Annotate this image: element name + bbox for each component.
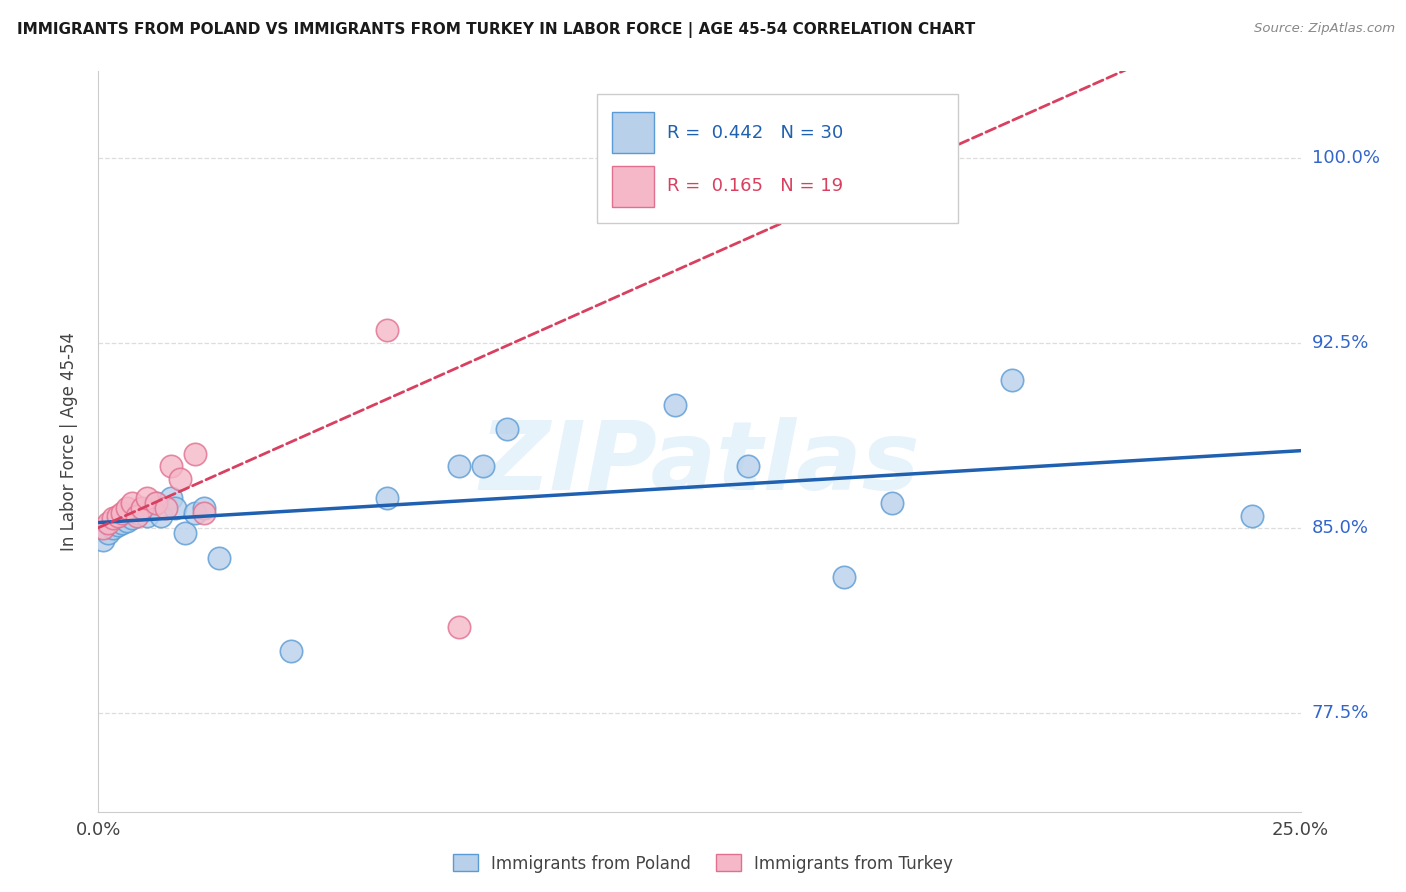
Point [880, 496, 903, 510]
Point [131, 501, 153, 516]
Point [193, 506, 215, 520]
Point [183, 447, 205, 461]
Point [101, 511, 124, 525]
Point [165, 501, 187, 516]
Legend: Immigrants from Poland, Immigrants from Turkey: Immigrants from Poland, Immigrants from … [446, 847, 960, 880]
Point [159, 491, 181, 506]
Point [117, 514, 139, 528]
Point [107, 508, 129, 523]
Point [117, 501, 139, 516]
Point [169, 471, 191, 485]
Point [183, 506, 205, 520]
Point [125, 508, 148, 523]
Point [375, 323, 398, 337]
Point [375, 491, 398, 506]
Point [111, 506, 134, 520]
Point [208, 550, 231, 565]
Point [91, 533, 114, 548]
Point [616, 151, 638, 165]
Point [1241, 508, 1264, 523]
Point [832, 570, 855, 584]
Point [193, 501, 215, 516]
Point [737, 459, 759, 474]
Point [1001, 373, 1024, 387]
Point [664, 397, 686, 411]
Point [155, 501, 177, 516]
Text: R =  0.442   N = 30: R = 0.442 N = 30 [666, 124, 844, 142]
Point [107, 518, 129, 533]
Point [121, 496, 143, 510]
Point [447, 459, 470, 474]
Bar [612, 166, 654, 207]
Text: 100.0%: 100.0% [1312, 149, 1379, 167]
Point [97, 525, 120, 540]
Point [447, 619, 470, 633]
Text: 92.5%: 92.5% [1312, 334, 1369, 351]
Text: Source: ZipAtlas.com: Source: ZipAtlas.com [1254, 22, 1395, 36]
Point [135, 508, 157, 523]
Point [131, 503, 153, 517]
Point [141, 501, 163, 516]
Point [280, 644, 302, 658]
Point [145, 496, 167, 510]
Point [149, 508, 172, 523]
Point [91, 521, 114, 535]
Point [145, 496, 167, 510]
Text: R =  0.165   N = 19: R = 0.165 N = 19 [666, 178, 844, 195]
Y-axis label: In Labor Force | Age 45-54: In Labor Force | Age 45-54 [59, 332, 77, 551]
Point [121, 511, 143, 525]
Text: ZIPatlas: ZIPatlas [479, 417, 920, 510]
Point [101, 521, 124, 535]
Point [496, 422, 519, 436]
Text: 77.5%: 77.5% [1312, 704, 1369, 722]
Point [97, 516, 120, 530]
Point [111, 516, 134, 530]
Point [125, 506, 148, 520]
Point [174, 525, 197, 540]
Point [159, 459, 181, 474]
Text: 85.0%: 85.0% [1312, 519, 1368, 537]
Point [135, 491, 157, 506]
FancyBboxPatch shape [598, 94, 957, 223]
Bar [612, 112, 654, 153]
Text: IMMIGRANTS FROM POLAND VS IMMIGRANTS FROM TURKEY IN LABOR FORCE | AGE 45-54 CORR: IMMIGRANTS FROM POLAND VS IMMIGRANTS FRO… [17, 22, 976, 38]
Point [472, 459, 495, 474]
